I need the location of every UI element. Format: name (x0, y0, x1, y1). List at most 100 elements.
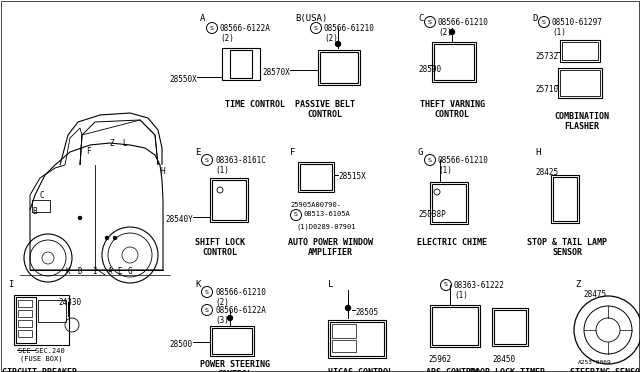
Circle shape (335, 42, 340, 46)
Bar (432, 42, 476, 82)
Bar (230, 50, 252, 78)
Text: (2): (2) (220, 34, 234, 43)
Text: A253*0069: A253*0069 (578, 360, 612, 365)
Text: S: S (210, 26, 214, 31)
Text: 25732: 25732 (535, 52, 558, 61)
Bar (492, 308, 528, 346)
Bar (298, 162, 334, 192)
Bar (434, 44, 474, 80)
Bar (210, 326, 254, 356)
Text: 28505: 28505 (355, 308, 378, 317)
Text: G: G (418, 148, 424, 157)
Circle shape (227, 315, 232, 321)
Text: F: F (290, 148, 296, 157)
Text: CONTROL: CONTROL (218, 370, 253, 372)
Text: (1): (1) (552, 28, 566, 37)
Text: 28570X: 28570X (262, 68, 290, 77)
Text: 25962: 25962 (428, 355, 451, 364)
Text: 08566-61210: 08566-61210 (215, 288, 266, 297)
Text: (2): (2) (438, 28, 452, 37)
Text: 08363-8161C: 08363-8161C (215, 156, 266, 165)
Text: HICAS CONTROL: HICAS CONTROL (328, 368, 392, 372)
Text: POWER STEERING: POWER STEERING (200, 360, 270, 369)
Text: 25038P: 25038P (418, 210, 445, 219)
Text: 24330: 24330 (58, 298, 81, 307)
Text: 08510-61297: 08510-61297 (552, 18, 603, 27)
Text: 28515X: 28515X (338, 172, 365, 181)
Text: H: H (535, 148, 540, 157)
Text: S: S (444, 282, 448, 288)
Text: STEERING SENSOR: STEERING SENSOR (570, 368, 640, 372)
Bar (432, 184, 466, 222)
Text: C: C (40, 190, 44, 199)
Bar (494, 310, 526, 344)
Text: (1): (1) (438, 166, 452, 175)
Text: ABS CONTROL: ABS CONTROL (426, 368, 481, 372)
Text: B(USA): B(USA) (295, 14, 327, 23)
Bar (318, 50, 360, 85)
Text: A: A (200, 14, 205, 23)
Bar (430, 305, 480, 347)
Bar (18, 330, 32, 337)
Text: (FUSE BOX): (FUSE BOX) (20, 356, 63, 362)
Bar (210, 178, 248, 222)
Text: 08566-6122A: 08566-6122A (215, 306, 266, 315)
Text: PASSIVE BELT: PASSIVE BELT (295, 100, 355, 109)
Circle shape (346, 305, 351, 311)
Bar (328, 320, 386, 358)
Text: Z: Z (575, 280, 580, 289)
Text: D: D (77, 267, 83, 276)
Text: 28540Y: 28540Y (165, 215, 193, 224)
Text: I: I (93, 267, 97, 276)
Text: 08363-61222: 08363-61222 (454, 281, 505, 290)
Circle shape (106, 237, 109, 240)
Bar (18, 320, 32, 327)
Text: 28550X: 28550X (169, 75, 197, 84)
Text: S: S (428, 157, 432, 163)
Bar (553, 177, 577, 221)
Text: L: L (123, 138, 127, 148)
Text: L: L (328, 280, 333, 289)
Text: (2): (2) (324, 34, 338, 43)
Text: G: G (128, 267, 132, 276)
Bar (300, 164, 332, 190)
Text: 28450: 28450 (492, 355, 515, 364)
Circle shape (113, 237, 116, 240)
Text: S: S (205, 157, 209, 163)
Text: ELECTRIC CHIME: ELECTRIC CHIME (417, 238, 487, 247)
Circle shape (449, 29, 454, 35)
Text: F: F (86, 148, 90, 157)
Text: 08513-6105A: 08513-6105A (304, 211, 351, 217)
Text: S: S (294, 212, 298, 218)
Text: 28475: 28475 (583, 290, 606, 299)
Text: S: S (314, 26, 318, 31)
Text: (1)D0289-07901: (1)D0289-07901 (296, 224, 355, 231)
Text: 08566-6122A: 08566-6122A (220, 24, 271, 33)
Circle shape (79, 217, 81, 219)
Text: K: K (195, 280, 200, 289)
Text: DOOR LOCK TIMER: DOOR LOCK TIMER (470, 368, 545, 372)
Bar (32, 200, 50, 212)
Bar (320, 52, 358, 83)
Bar (430, 182, 468, 224)
Text: 25905A00790-: 25905A00790- (290, 202, 341, 208)
Text: 08566-61210: 08566-61210 (438, 156, 489, 165)
Text: SHIFT LOCK: SHIFT LOCK (195, 238, 245, 247)
Text: E: E (118, 267, 122, 276)
Text: THEFT VARNING: THEFT VARNING (419, 100, 484, 109)
Bar (14, 295, 69, 345)
Text: (1): (1) (215, 166, 229, 175)
Bar (330, 322, 384, 356)
Text: 28425: 28425 (535, 168, 558, 177)
Text: STOP & TAIL LAMP: STOP & TAIL LAMP (527, 238, 607, 247)
Text: 28590: 28590 (418, 65, 441, 74)
Text: CONTROL: CONTROL (435, 110, 470, 119)
Text: TIME CONTROL: TIME CONTROL (225, 100, 285, 109)
Bar (432, 307, 478, 345)
Text: E: E (195, 148, 200, 157)
Bar (18, 300, 32, 307)
Text: FLASHER: FLASHER (564, 122, 600, 131)
Text: (3): (3) (215, 316, 229, 325)
Text: (2): (2) (215, 298, 229, 307)
Text: I: I (8, 280, 13, 289)
